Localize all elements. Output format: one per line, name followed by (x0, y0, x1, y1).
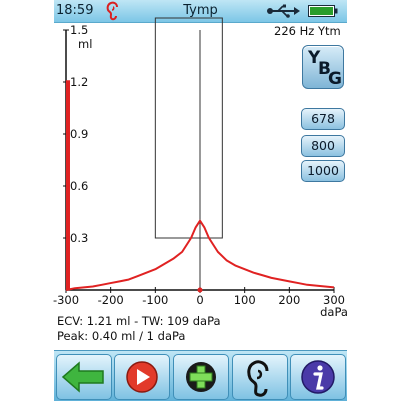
usb-icon (267, 4, 300, 18)
play-button[interactable] (114, 354, 170, 400)
tympanogram-curve (65, 219, 335, 291)
probe-frequency-label: 226 Hz Ytm (274, 24, 341, 38)
x-axis-label: daPa (320, 305, 348, 319)
ear-button[interactable] (232, 354, 288, 400)
target-box (154, 17, 223, 239)
tympanogram-chart: 1.5 1.2 0.9 0.6 0.3 ml -300 -200 -100 0 100 200 300d… (53, 17, 348, 319)
clock: 18:59 (56, 3, 94, 18)
screen-title: Tymp (183, 3, 218, 18)
x-tick-label: -100 (142, 293, 168, 307)
y-tick-label: 1.2 (70, 75, 88, 89)
x-tick-label: 0 (196, 293, 203, 307)
y-tick-label: 0.3 (70, 231, 88, 245)
y-tick-label: 0.6 (70, 179, 88, 193)
ear-icon (106, 1, 118, 21)
battery-icon (308, 5, 338, 17)
info-button[interactable] (290, 354, 346, 400)
left-gutter (0, 0, 54, 400)
y-tick-label: 1.5 (70, 23, 88, 37)
x-tick-label: -300 (53, 293, 79, 307)
back-button[interactable] (56, 354, 112, 400)
ybg-g-letter: G (328, 69, 342, 89)
peak-readout: Peak: 0.40 ml / 1 daPa (57, 329, 186, 343)
x-tick-label: 200 (278, 293, 300, 307)
add-button[interactable] (173, 354, 229, 400)
ybg-y-letter: Y (308, 48, 321, 68)
info-icon (301, 360, 335, 394)
right-gutter (346, 0, 400, 400)
y-tick-label: 0.9 (70, 127, 88, 141)
freq-button-800[interactable]: 800 (301, 135, 345, 157)
ear-icon (247, 360, 269, 397)
green-plus-icon (186, 362, 216, 392)
y-axis-label: ml (78, 37, 92, 51)
red-play-icon (126, 361, 158, 393)
x-tick-label: 100 (234, 293, 256, 307)
x-tick-label: 300 (323, 293, 345, 307)
status-bar: 18:59 Tymp (54, 0, 347, 23)
bottom-toolbar (54, 350, 347, 401)
freq-button-1000[interactable]: 1000 (301, 160, 345, 182)
x-tick-label: -200 (98, 293, 124, 307)
freq-button-678[interactable]: 678 (301, 108, 345, 130)
ybg-b-letter: B (318, 59, 331, 79)
ybg-button[interactable]: Y B G (302, 45, 344, 89)
peak-marker (197, 287, 203, 293)
ecv-tw-readout: ECV: 1.21 ml - TW: 109 daPa (57, 314, 221, 328)
green-left-arrow-icon (61, 361, 104, 393)
